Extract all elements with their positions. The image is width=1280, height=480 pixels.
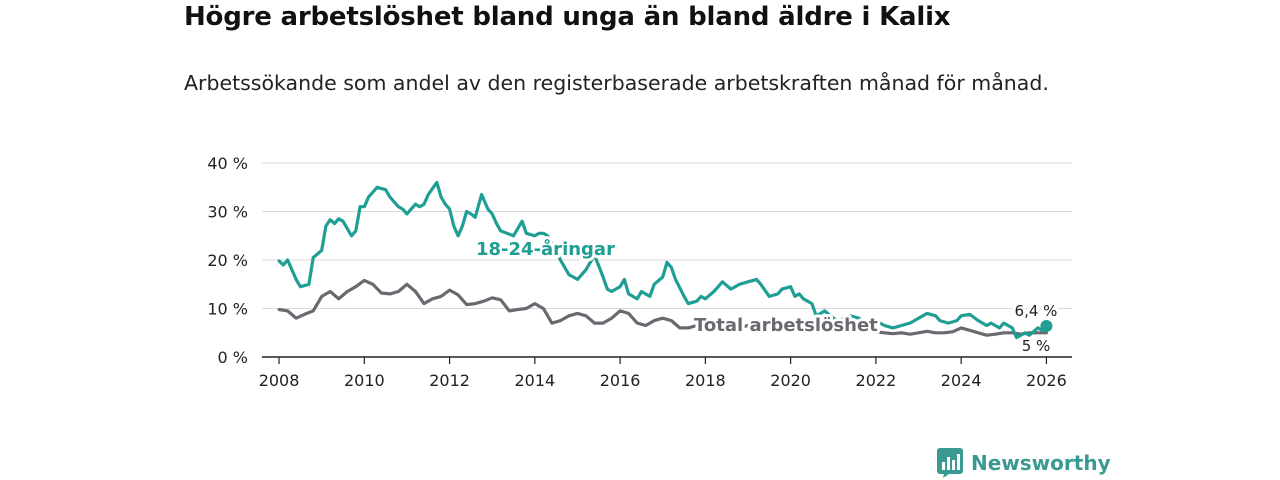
youth-end-point xyxy=(1040,319,1053,332)
x-tick-label: 2012 xyxy=(429,371,470,390)
newsworthy-bar-chart-icon xyxy=(937,448,963,478)
brand-name: Newsworthy xyxy=(971,451,1111,475)
x-tick-label: 2026 xyxy=(1026,371,1067,390)
youth-series-line xyxy=(277,180,1048,340)
youth-series-label: 18-24-åringar xyxy=(476,238,615,260)
x-tick-label: 2008 xyxy=(259,371,300,390)
x-tick-label: 2020 xyxy=(770,371,811,390)
x-tick-label: 2024 xyxy=(941,371,982,390)
total-end-value-label: 5 % xyxy=(1022,337,1051,355)
y-tick-label: 10 % xyxy=(207,300,248,319)
series-lines xyxy=(277,180,1053,340)
x-tick-label: 2016 xyxy=(600,371,641,390)
total-series-label: Total arbetslöshet xyxy=(694,315,878,336)
x-tick-label: 2014 xyxy=(514,371,555,390)
youth-end-value-label: 6,4 % xyxy=(1015,302,1058,320)
x-tick-label: 2018 xyxy=(685,371,726,390)
y-tick-label: 0 % xyxy=(218,348,248,367)
y-tick-label: 40 % xyxy=(207,154,248,173)
grid-lines xyxy=(262,162,1072,309)
chart-title: Högre arbetslöshet bland unga än bland ä… xyxy=(184,2,951,32)
y-tick-label: 20 % xyxy=(207,251,248,270)
x-tick-label: 2022 xyxy=(856,371,897,390)
y-axis-tick-labels: 0 % 10 % 20 % 30 % 40 % xyxy=(207,154,248,367)
y-tick-label: 30 % xyxy=(207,203,248,222)
x-axis: 2008 2010 2012 2014 2016 2018 2020 2022 2024 2026 xyxy=(259,356,1072,390)
x-tick-label: 2010 xyxy=(344,371,385,390)
series-labels: 18-24-åringar Total arbetslöshet 6,4 % 5 % xyxy=(473,235,1060,358)
total-series-line xyxy=(277,278,1048,337)
newsworthy-logo[interactable]: Newsworthy xyxy=(937,448,1111,478)
chart-subtitle: Arbetssökande som andel av den registerb… xyxy=(184,71,1049,95)
